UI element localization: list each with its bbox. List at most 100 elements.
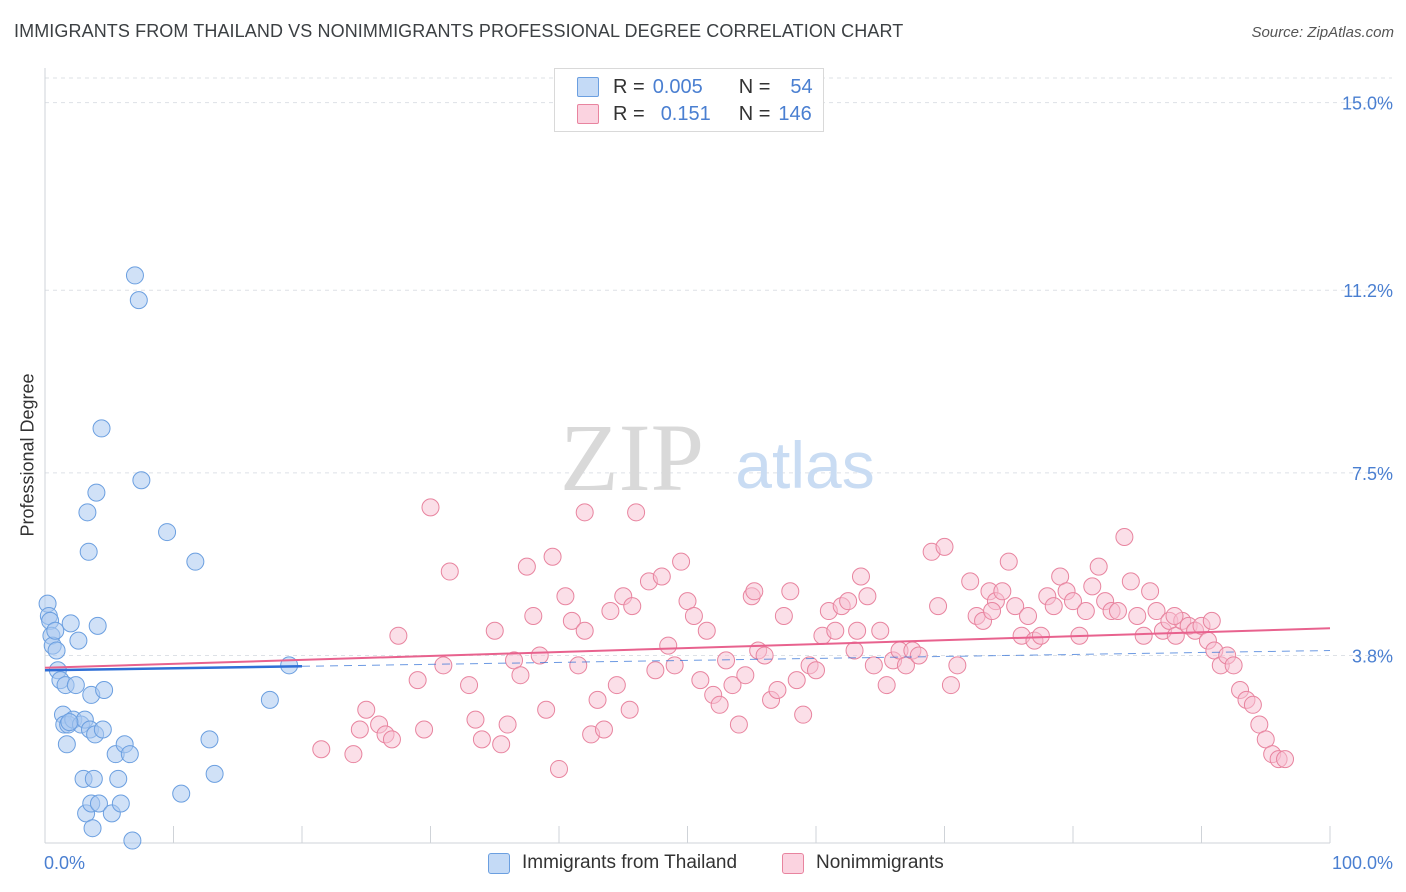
legend-r-label: R = xyxy=(613,75,645,98)
data-point-nonimmigrants xyxy=(684,606,703,625)
data-point-nonimmigrants xyxy=(1019,606,1038,625)
data-point-nonimmigrants xyxy=(524,606,543,625)
data-point-nonimmigrants xyxy=(877,676,896,695)
grid-lines xyxy=(45,77,1392,656)
data-point-nonimmigrants xyxy=(1165,606,1184,625)
x-tick-label-min: 0.0% xyxy=(44,853,85,873)
data-point-nonimmigrants xyxy=(1166,626,1185,645)
data-point-thailand xyxy=(120,745,139,764)
data-point-nonimmigrants xyxy=(517,557,536,576)
data-point-nonimmigrants xyxy=(1147,602,1166,621)
data-point-thailand xyxy=(186,552,205,571)
y-tick-label: 15.0% xyxy=(1342,94,1393,114)
data-point-nonimmigrants xyxy=(1224,656,1243,675)
data-point-nonimmigrants xyxy=(665,656,684,675)
legend-label: Immigrants from Thailand xyxy=(522,852,738,873)
data-point-nonimmigrants xyxy=(1115,528,1134,546)
data-point-nonimmigrants xyxy=(659,636,678,655)
trend-lines xyxy=(44,627,1331,672)
data-point-thailand xyxy=(79,542,98,561)
data-point-thailand xyxy=(89,794,108,813)
data-point-nonimmigrants xyxy=(781,582,800,601)
legend-n-value: 146 xyxy=(778,102,812,125)
legend-r-label: R = xyxy=(613,102,645,125)
data-point-thailand xyxy=(78,503,97,522)
data-point-nonimmigrants xyxy=(1044,597,1063,616)
data-point-nonimmigrants xyxy=(794,705,813,724)
legend-n-value: 54 xyxy=(790,75,813,98)
data-point-nonimmigrants xyxy=(1083,577,1102,596)
data-point-nonimmigrants xyxy=(710,695,729,714)
data-point-nonimmigrants xyxy=(909,646,928,665)
legend-label: Nonimmigrants xyxy=(816,852,944,873)
data-point-nonimmigrants xyxy=(312,740,331,759)
data-point-nonimmigrants xyxy=(646,661,665,680)
data-point-nonimmigrants xyxy=(672,552,691,571)
data-point-nonimmigrants xyxy=(1250,715,1269,734)
data-point-nonimmigrants xyxy=(627,503,646,522)
data-point-thailand xyxy=(57,735,76,754)
data-point-nonimmigrants xyxy=(736,666,755,685)
series-legend: Immigrants from Thailand Nonimmigrants xyxy=(0,852,1406,876)
data-point-nonimmigrants xyxy=(848,621,867,640)
data-point-nonimmigrants xyxy=(485,621,504,640)
data-point-nonimmigrants xyxy=(588,690,607,709)
data-point-nonimmigrants xyxy=(415,720,434,739)
data-point-thailand xyxy=(87,483,106,502)
data-point-thailand xyxy=(83,819,102,838)
data-point-nonimmigrants xyxy=(408,671,427,690)
data-point-nonimmigrants xyxy=(1256,730,1275,749)
data-point-nonimmigrants xyxy=(729,715,748,734)
legend-swatch-blue xyxy=(577,77,599,97)
data-point-nonimmigrants xyxy=(755,646,774,665)
legend-n-label: N = xyxy=(738,102,771,125)
data-point-nonimmigrants xyxy=(774,606,793,625)
series-immigrants-thailand xyxy=(38,266,299,850)
data-point-nonimmigrants xyxy=(472,730,491,749)
data-point-thailand xyxy=(132,471,151,490)
data-point-nonimmigrants xyxy=(562,611,581,630)
data-point-nonimmigrants xyxy=(575,503,594,522)
data-point-nonimmigrants xyxy=(787,671,806,690)
data-point-nonimmigrants xyxy=(745,582,764,601)
data-point-nonimmigrants xyxy=(961,572,980,591)
source-note: Source: ZipAtlas.com xyxy=(1251,24,1394,41)
legend-item-thailand: Immigrants from Thailand xyxy=(488,852,737,874)
data-point-nonimmigrants xyxy=(717,651,736,670)
data-point-nonimmigrants xyxy=(556,587,575,606)
data-point-nonimmigrants xyxy=(543,547,562,566)
data-point-nonimmigrants xyxy=(530,646,549,665)
data-point-nonimmigrants xyxy=(575,621,594,640)
data-point-thailand xyxy=(200,730,219,749)
data-point-nonimmigrants xyxy=(440,562,459,581)
data-point-nonimmigrants xyxy=(864,656,883,675)
y-tick-label: 11.2% xyxy=(1343,281,1393,301)
data-point-nonimmigrants xyxy=(1006,597,1025,616)
chart-title: IMMIGRANTS FROM THAILAND VS NONIMMIGRANT… xyxy=(14,21,904,41)
watermark-atlas: atlas xyxy=(735,428,874,502)
legend-r-value: 0.005 xyxy=(652,75,703,98)
data-point-nonimmigrants xyxy=(594,720,613,739)
data-point-thailand xyxy=(95,681,114,699)
data-point-nonimmigrants xyxy=(498,715,517,734)
data-point-nonimmigrants xyxy=(1202,611,1221,630)
data-point-nonimmigrants xyxy=(678,592,697,611)
data-point-nonimmigrants xyxy=(1243,695,1262,714)
legend-swatch-pink xyxy=(782,852,804,874)
data-point-nonimmigrants xyxy=(421,498,440,517)
trend-line-nonimmigrants xyxy=(44,627,1331,669)
legend-item-nonimmigrants: Nonimmigrants xyxy=(782,852,944,874)
data-point-nonimmigrants xyxy=(1089,557,1108,576)
data-point-nonimmigrants xyxy=(935,537,954,556)
data-point-nonimmigrants xyxy=(511,666,530,685)
data-point-nonimmigrants xyxy=(460,676,479,695)
data-point-nonimmigrants xyxy=(466,710,485,729)
data-point-nonimmigrants xyxy=(1141,582,1160,601)
data-point-thailand xyxy=(47,641,66,660)
x-tick-label-max: 100.0% xyxy=(1332,853,1393,873)
data-point-nonimmigrants xyxy=(1128,606,1147,625)
legend-swatch-blue xyxy=(488,852,510,874)
data-point-thailand xyxy=(84,769,103,788)
data-point-thailand xyxy=(93,720,112,739)
